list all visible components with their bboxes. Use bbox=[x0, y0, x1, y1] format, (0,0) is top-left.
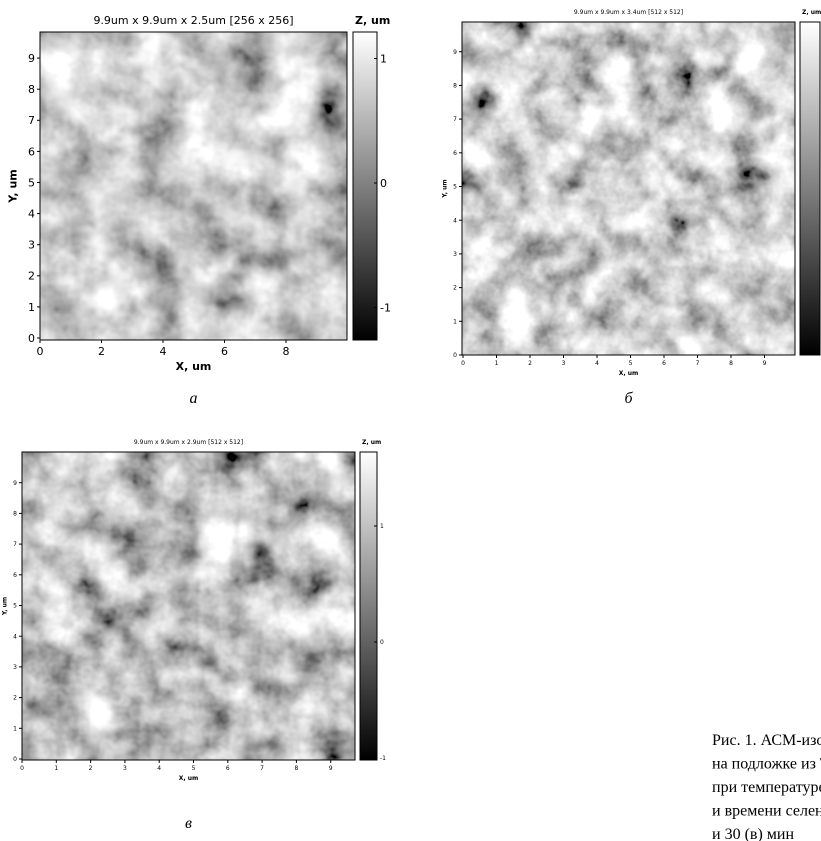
y-tick-label: 3 bbox=[13, 664, 17, 671]
caption-line: при температуре селенизации 560 ° bbox=[712, 779, 821, 796]
panel-title: 9.9um x 9.9um x 2.5um [256 x 256] bbox=[93, 14, 293, 27]
y-tick-label: 7 bbox=[453, 116, 457, 123]
page: 9.9um x 9.9um x 2.5um [256 x 256] 0 2 4 6 8 0 1… bbox=[0, 0, 821, 841]
x-tick-label: 8 bbox=[729, 360, 733, 367]
colorbar bbox=[353, 32, 377, 340]
x-tick-label: 2 bbox=[528, 360, 532, 367]
x-tick-label: 4 bbox=[157, 765, 161, 772]
x-axis-label: X, um bbox=[619, 370, 639, 377]
x-axis-label: X, um bbox=[179, 775, 199, 782]
panel-title: 9.9um x 9.9um x 3.4um [512 x 512] bbox=[574, 9, 683, 16]
y-tick-label: 4 bbox=[13, 633, 17, 640]
y-tick-label: 8 bbox=[453, 83, 457, 90]
z-tick-label: -1 bbox=[380, 755, 386, 762]
colorbar bbox=[360, 452, 377, 760]
x-tick-label: 4 bbox=[595, 360, 599, 367]
colorbar bbox=[800, 22, 820, 355]
colorbar-label: Z, um bbox=[355, 14, 390, 27]
y-tick-label: 3 bbox=[28, 239, 35, 252]
y-tick-label: 1 bbox=[13, 725, 17, 732]
y-tick-label: 7 bbox=[28, 114, 35, 127]
caption-line: на подложке из Та-фольги, получен bbox=[712, 756, 821, 773]
y-tick-label: 9 bbox=[453, 49, 457, 56]
y-tick-label: 0 bbox=[453, 352, 457, 359]
x-tick-label: 3 bbox=[123, 765, 127, 772]
y-tick-label: 9 bbox=[13, 480, 17, 487]
z-tick-label: -1 bbox=[380, 301, 391, 314]
y-axis-label: Y, um bbox=[1, 597, 8, 616]
y-tick-label: 7 bbox=[13, 541, 17, 548]
panel-letter: б bbox=[624, 390, 633, 407]
x-tick-label: 7 bbox=[260, 765, 264, 772]
y-tick-label: 5 bbox=[453, 184, 457, 191]
y-tick-label: 6 bbox=[28, 145, 35, 158]
x-tick-label: 5 bbox=[192, 765, 196, 772]
figure: 9.9um x 9.9um x 2.5um [256 x 256] 0 2 4 6 8 0 1… bbox=[0, 0, 821, 841]
x-tick-label: 6 bbox=[226, 765, 230, 772]
y-tick-label: 5 bbox=[13, 603, 17, 610]
x-tick-label: 4 bbox=[160, 345, 167, 358]
x-tick-label: 2 bbox=[98, 345, 105, 358]
y-axis-label: Y, um bbox=[441, 179, 448, 198]
x-tick-label: 1 bbox=[495, 360, 499, 367]
colorbar-label: Z, um bbox=[802, 9, 821, 16]
x-tick-label: 9 bbox=[763, 360, 767, 367]
x-tick-label: 0 bbox=[37, 345, 44, 358]
y-tick-label: 6 bbox=[13, 572, 17, 579]
x-tick-label: 1 bbox=[54, 765, 58, 772]
y-tick-label: 4 bbox=[453, 217, 457, 224]
x-tick-label: 0 bbox=[20, 765, 24, 772]
panel-title: 9.9um x 9.9um x 2.9um [512 x 512] bbox=[134, 439, 243, 446]
x-tick-label: 6 bbox=[221, 345, 228, 358]
y-tick-label: 2 bbox=[453, 285, 457, 292]
x-tick-label: 8 bbox=[294, 765, 298, 772]
x-tick-label: 3 bbox=[562, 360, 566, 367]
x-tick-label: 7 bbox=[696, 360, 700, 367]
y-tick-label: 0 bbox=[28, 332, 35, 345]
y-tick-label: 3 bbox=[453, 251, 457, 258]
afm-image bbox=[22, 452, 355, 760]
x-tick-label: 9 bbox=[329, 765, 333, 772]
z-tick-label: 1 bbox=[380, 52, 387, 65]
y-tick-label: 8 bbox=[13, 511, 17, 518]
x-axis-label: X, um bbox=[176, 360, 212, 373]
y-tick-label: 2 bbox=[13, 695, 17, 702]
y-axis-label: Y, um bbox=[6, 169, 19, 203]
y-tick-label: 1 bbox=[453, 318, 457, 325]
x-tick-label: 6 bbox=[662, 360, 666, 367]
afm-image bbox=[40, 32, 347, 340]
x-tick-label: 8 bbox=[283, 345, 290, 358]
afm-image bbox=[462, 22, 795, 355]
caption-line: и времени селенизации 10 (а), 20 (б) bbox=[712, 803, 821, 820]
x-tick-label: 2 bbox=[89, 765, 93, 772]
caption-line: Рис. 1. АСМ-изображения пленок CZ bbox=[712, 732, 821, 749]
z-tick-label: 0 bbox=[380, 639, 384, 646]
panel-letter: в bbox=[185, 815, 192, 832]
y-tick-label: 0 bbox=[13, 756, 17, 763]
x-tick-label: 0 bbox=[461, 360, 465, 367]
z-tick-label: 1 bbox=[380, 523, 384, 530]
y-tick-label: 5 bbox=[28, 176, 35, 189]
y-tick-label: 1 bbox=[28, 301, 35, 314]
y-tick-label: 2 bbox=[28, 270, 35, 283]
caption-line: и 30 (в) мин bbox=[712, 826, 794, 841]
x-tick-label: 5 bbox=[629, 360, 633, 367]
y-tick-label: 4 bbox=[28, 207, 35, 220]
panel-letter: а bbox=[190, 390, 198, 407]
z-tick-label: 0 bbox=[380, 177, 387, 190]
y-tick-label: 8 bbox=[28, 83, 35, 96]
y-tick-label: 9 bbox=[28, 52, 35, 65]
colorbar-label: Z, um bbox=[362, 439, 381, 446]
y-tick-label: 6 bbox=[453, 150, 457, 157]
